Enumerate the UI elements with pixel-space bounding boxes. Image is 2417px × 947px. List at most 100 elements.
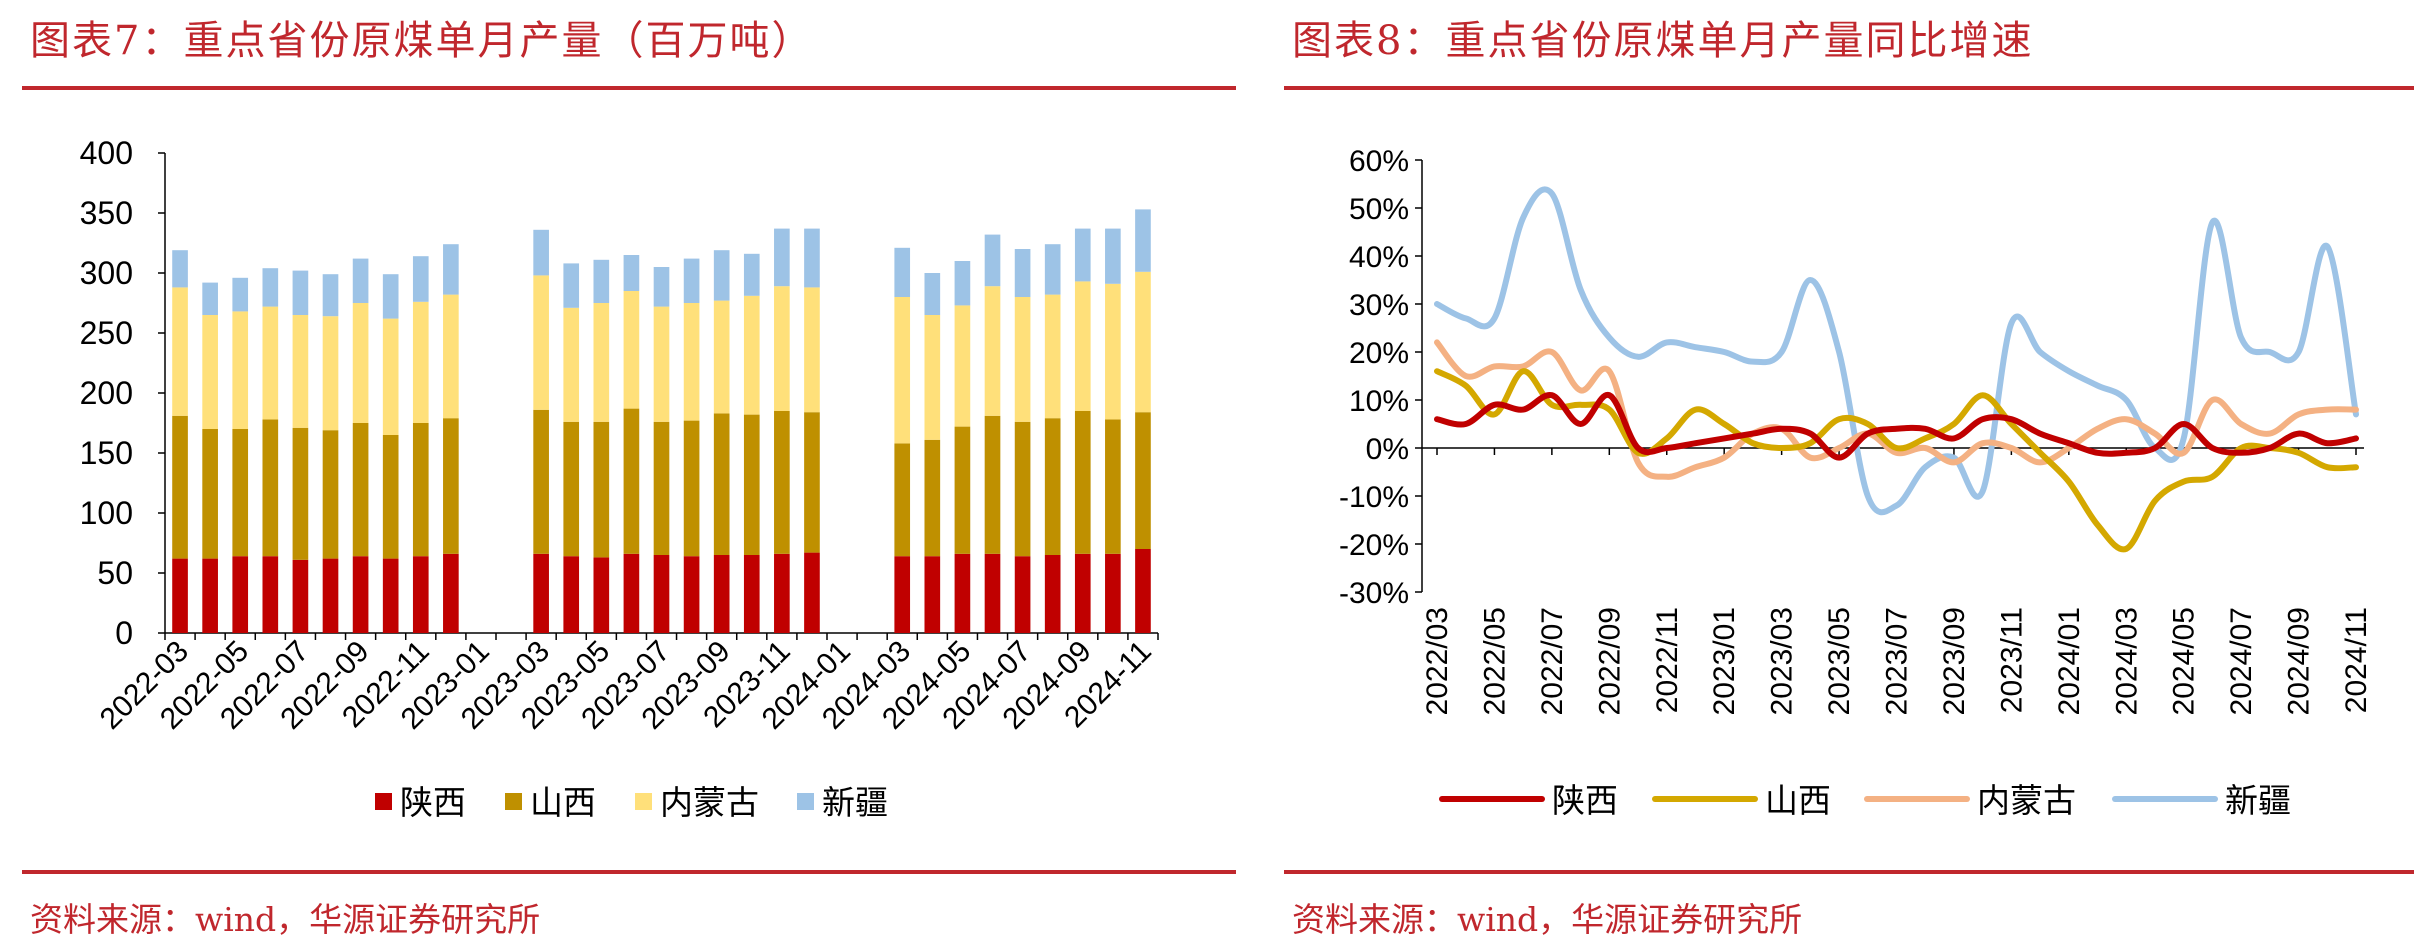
bar-segment: [804, 287, 820, 413]
bar-segment: [743, 295, 760, 415]
bar-segment: [1014, 556, 1031, 633]
line-chart: 60% 50% 40% 30% 20% 10% 0% -10% -20% -30% 2022/03 2…: [1339, 145, 2373, 819]
bar-segment: [1014, 297, 1031, 422]
bar-segment: [563, 307, 580, 422]
bar-segment: [984, 234, 1001, 287]
bar-segment: [232, 556, 249, 633]
y-tick-label: -20%: [1339, 529, 1409, 562]
x-tick-label: 2024/03: [2110, 607, 2143, 715]
y-tick-label: -10%: [1339, 481, 1409, 514]
bar-segment: [623, 408, 640, 554]
x-tick-label: 2024/05: [2168, 607, 2201, 715]
bar-segment: [653, 421, 670, 555]
bar-segment: [1105, 283, 1121, 420]
bar-segment: [713, 555, 730, 633]
legend-label: 内蒙古: [660, 784, 759, 821]
bar-segment: [292, 559, 309, 633]
bar-segment: [683, 258, 700, 303]
bar-segment: [533, 275, 549, 410]
right-source-rule: [1284, 870, 2414, 874]
bar-segment: [683, 556, 700, 633]
bar-segment: [623, 553, 640, 633]
legend-label: 陕西: [1552, 782, 1618, 819]
series-line: [1434, 339, 2359, 480]
bar-segment: [984, 286, 1001, 416]
bar-segment: [1135, 209, 1151, 272]
bar-segment: [1105, 228, 1121, 284]
bar-segment: [593, 421, 610, 558]
bar-segment: [412, 423, 429, 557]
bar-segment: [713, 250, 730, 301]
series-line: [1434, 392, 2359, 461]
bar-segment: [1074, 228, 1091, 282]
x-tick-label: 2024/11: [2340, 607, 2373, 713]
bar-segment: [984, 415, 1001, 554]
x-tick-label: 2023/07: [1881, 607, 1914, 715]
left-source-note: 资料来源：wind，华源证券研究所: [30, 900, 541, 939]
right-chart-title: 图表8：重点省份原煤单月产量同比增速: [1292, 18, 2034, 64]
bar-segment: [1074, 553, 1091, 633]
left-chart-title: 图表7：重点省份原煤单月产量（百万吨）: [30, 18, 814, 64]
y-tick-label: 200: [80, 375, 133, 411]
bar-segment: [443, 553, 459, 633]
bar-segment: [563, 263, 580, 308]
bar-segment: [743, 253, 760, 296]
bar-segment: [653, 555, 670, 633]
y-tick-label: 50%: [1349, 193, 1409, 226]
left-source-rule: [22, 870, 1236, 874]
bar-segment: [653, 267, 670, 307]
legend-swatch: [635, 793, 652, 810]
bar-segment: [683, 420, 700, 557]
bar-segment: [533, 553, 549, 633]
bar-segment: [1044, 555, 1061, 633]
x-tick-label: 2023/09: [1938, 607, 1971, 715]
bar-segment: [924, 556, 941, 633]
bar-segment: [924, 439, 941, 557]
bar-segment: [1105, 419, 1121, 554]
bar-segment: [1135, 271, 1151, 413]
bar-segment: [894, 297, 911, 444]
legend-label: 内蒙古: [1977, 782, 2076, 819]
bar-segment: [352, 303, 369, 423]
bar-segment: [743, 414, 760, 555]
bar-segment: [322, 430, 339, 559]
bar-segment: [382, 558, 399, 633]
bar-segment: [623, 291, 640, 409]
bar-segment: [443, 294, 459, 419]
legend-label: 山西: [530, 784, 596, 821]
bar-segment: [262, 306, 279, 420]
bar-segment: [774, 553, 790, 633]
y-tick-label: 30%: [1349, 289, 1409, 322]
x-tick-label: 2023/03: [1766, 607, 1799, 715]
bar-segment: [1074, 281, 1091, 411]
y-tick-label: 400: [80, 135, 133, 171]
bar-segment: [743, 555, 760, 633]
y-tick-label: 0: [115, 615, 133, 651]
bar-segment: [292, 427, 309, 560]
left-title-rule: [22, 86, 1236, 90]
bar-segment: [352, 258, 369, 303]
bar-segment: [954, 305, 971, 427]
bar-segment: [533, 409, 549, 554]
bar-segment: [202, 429, 218, 559]
bar-segment: [593, 303, 610, 422]
bar-segment: [1044, 418, 1061, 555]
bar-segment: [292, 270, 309, 315]
series-line: [1434, 368, 2359, 553]
legend-label: 新疆: [822, 784, 888, 821]
y-tick-label: 10%: [1349, 385, 1409, 418]
right-panel: 图表8：重点省份原煤单月产量同比增速 60% 50% 40% 30% 20% 10% 0% -…: [1262, 0, 2417, 947]
bar-segment: [172, 287, 188, 416]
legend-label: 新疆: [2225, 782, 2291, 819]
x-tick-label: 2023/11: [1995, 607, 2028, 713]
legend-swatch: [375, 793, 392, 810]
bar-segment: [172, 558, 188, 633]
bar-segment: [774, 228, 790, 287]
bar-segment: [1044, 244, 1061, 295]
bar-segment: [954, 553, 971, 633]
legend-label: 陕西: [400, 784, 466, 821]
bar-segment: [804, 552, 820, 633]
bar-segment: [1135, 412, 1151, 549]
x-tick-label: 2023/01: [1708, 607, 1741, 715]
bar-segment: [412, 556, 429, 633]
